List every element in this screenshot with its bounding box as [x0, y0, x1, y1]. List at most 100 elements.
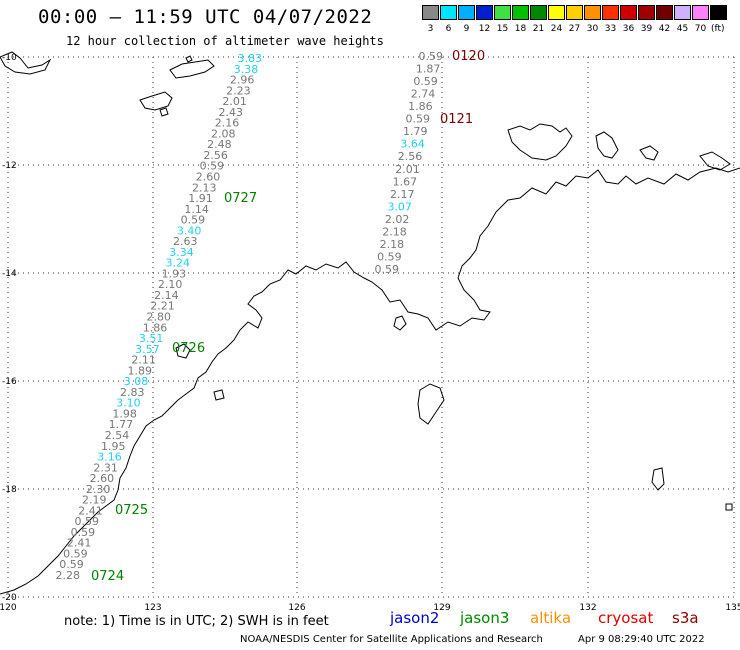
scale-label: 45	[676, 24, 689, 34]
wave-height-value: 3.08	[124, 375, 149, 388]
wave-height-value: 2.14	[154, 289, 179, 302]
wave-height-value: 2.17	[390, 188, 415, 201]
wave-height-value: 2.10	[158, 278, 183, 291]
pass-time-label: 0726	[172, 341, 205, 356]
wave-height-value: 3.10	[116, 397, 141, 410]
wave-height-value: 3.64	[400, 138, 425, 151]
scale-swatch	[440, 5, 457, 20]
scale-swatch	[530, 5, 547, 20]
wave-height-value: 2.08	[211, 127, 236, 140]
wave-height-value: 3.51	[139, 332, 164, 345]
wave-height-value: 2.18	[382, 225, 407, 238]
island-outline	[651, 467, 665, 491]
wave-height-value: 1.98	[112, 407, 137, 420]
wave-height-value: 3.38	[234, 63, 259, 76]
wave-height-value: 2.56	[203, 149, 228, 162]
wave-height-value: 1.95	[101, 440, 126, 453]
credit-text: NOAA/NESDIS Center for Satellite Applica…	[240, 634, 543, 645]
wave-height-value: 2.31	[93, 461, 118, 474]
lat-label: -18	[2, 485, 17, 495]
scale-label: 70	[694, 24, 707, 34]
wave-height-value: 3.83	[238, 52, 263, 65]
wave-height-value: 0.59	[375, 263, 400, 276]
lat-label: -20	[2, 593, 17, 603]
scale-swatch	[476, 5, 493, 20]
wave-height-value: 3.16	[97, 451, 122, 464]
wave-height-value: 2.19	[82, 494, 107, 507]
wave-height-value: 1.77	[109, 418, 134, 431]
island-outline	[725, 503, 733, 511]
wave-height-value: 2.01	[395, 163, 420, 176]
wave-height-value: 2.13	[192, 181, 217, 194]
wave-height-value: 2.54	[105, 429, 130, 442]
island-outline	[507, 123, 573, 161]
scale-swatch	[692, 5, 709, 20]
island-outline	[0, 51, 52, 75]
scale-swatch	[422, 5, 439, 20]
wave-height-value: 3.40	[177, 224, 202, 237]
wave-height-value: 0.59	[71, 526, 96, 539]
lon-label: 129	[433, 603, 450, 613]
scale-swatch	[584, 5, 601, 20]
wave-height-value: 1.87	[416, 63, 441, 76]
island-outline	[595, 131, 619, 159]
island-outline	[175, 343, 191, 359]
wave-height-value: 0.59	[200, 160, 225, 173]
wave-height-value: 1.86	[408, 100, 433, 113]
pass-time-label: 0120	[452, 49, 485, 64]
scale-swatch	[494, 5, 511, 20]
scale-label: 6	[445, 24, 452, 34]
map-subtitle: 12 hour collection of altimeter wave hei…	[66, 34, 384, 48]
island-outline	[139, 91, 173, 111]
wave-height-value: 2.96	[230, 74, 255, 87]
island-outline	[185, 55, 193, 63]
wave-height-value: 2.23	[226, 84, 251, 97]
scale-swatch	[566, 5, 583, 20]
wave-height-value: 3.24	[165, 257, 190, 270]
lon-label: 123	[144, 603, 161, 613]
wave-height-value: 3.57	[135, 343, 160, 356]
scale-label: 9	[463, 24, 470, 34]
scale-swatch	[710, 5, 727, 20]
wave-height-value: 2.74	[411, 88, 436, 101]
lat-label: -10	[2, 53, 17, 63]
island-outline	[393, 315, 407, 331]
wave-height-value: 1.93	[162, 267, 187, 280]
wave-height-value: 0.59	[377, 250, 402, 263]
wave-height-value: 2.11	[131, 354, 156, 367]
scale-swatch	[548, 5, 565, 20]
pass-time-label: 0724	[91, 569, 124, 584]
scale-label: 27	[568, 24, 581, 34]
wave-height-value: 0.59	[181, 214, 206, 227]
scale-label: 12	[478, 24, 491, 34]
lat-lon-grid	[7, 56, 735, 598]
scale-label: 15	[496, 24, 509, 34]
wave-height-value: 2.16	[215, 117, 240, 130]
lon-label: 132	[579, 603, 596, 613]
satellite-legend-item: jason3	[460, 609, 510, 627]
wave-height-value: 2.21	[150, 300, 175, 313]
coastline-mainland	[0, 167, 740, 595]
satellite-legend-item: jason2	[390, 609, 440, 627]
wave-height-value: 2.41	[78, 504, 103, 517]
coastline	[0, 51, 740, 595]
scale-swatch	[512, 5, 529, 20]
wave-height-value: 3.07	[387, 200, 412, 213]
wave-height-value: 2.63	[173, 235, 198, 248]
wave-height-value: 2.83	[120, 386, 145, 399]
scale-label: 42	[658, 24, 671, 34]
satellite-legend-item: cryosat	[598, 609, 654, 627]
pass-time-label: 0727	[224, 191, 257, 206]
lat-label: -14	[2, 269, 17, 279]
wave-height-value: 2.48	[207, 138, 232, 151]
scale-label: 18	[514, 24, 527, 34]
wave-height-value: 2.28	[56, 569, 81, 582]
wave-height-value: 0.59	[413, 75, 438, 88]
island-outline	[169, 59, 215, 79]
scale-label: 21	[532, 24, 545, 34]
scale-label: 30	[586, 24, 599, 34]
generation-timestamp: Apr 9 08:29:40 UTC 2022	[578, 634, 705, 645]
wave-height-value: 2.02	[385, 213, 410, 226]
